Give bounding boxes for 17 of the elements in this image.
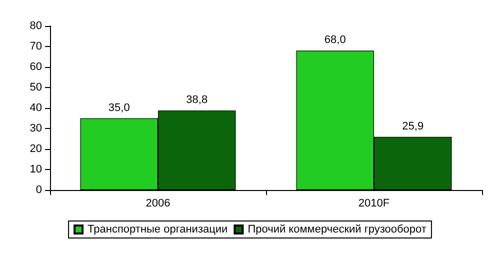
data-label: 25,9	[402, 120, 424, 132]
y-tick-label: 0	[36, 184, 42, 196]
y-tick-label: 40	[30, 102, 42, 114]
x-tick-label: 2010F	[358, 198, 390, 210]
y-tick-label: 30	[30, 122, 42, 134]
data-label: 38,8	[186, 94, 208, 106]
y-tick-label: 60	[30, 61, 42, 73]
y-tick-label: 20	[30, 143, 42, 155]
legend-label: Прочий коммерческий грузооборот	[248, 224, 426, 236]
y-tick-label: 70	[30, 40, 42, 52]
y-tick-label: 80	[30, 20, 42, 32]
data-label: 35,0	[108, 102, 130, 114]
x-tick-label: 2006	[146, 198, 170, 210]
y-tick-label: 50	[30, 82, 42, 94]
y-tick-label: 10	[30, 164, 42, 176]
legend-label: Транспортные организации	[88, 224, 228, 236]
data-label: 68,0	[324, 34, 346, 46]
